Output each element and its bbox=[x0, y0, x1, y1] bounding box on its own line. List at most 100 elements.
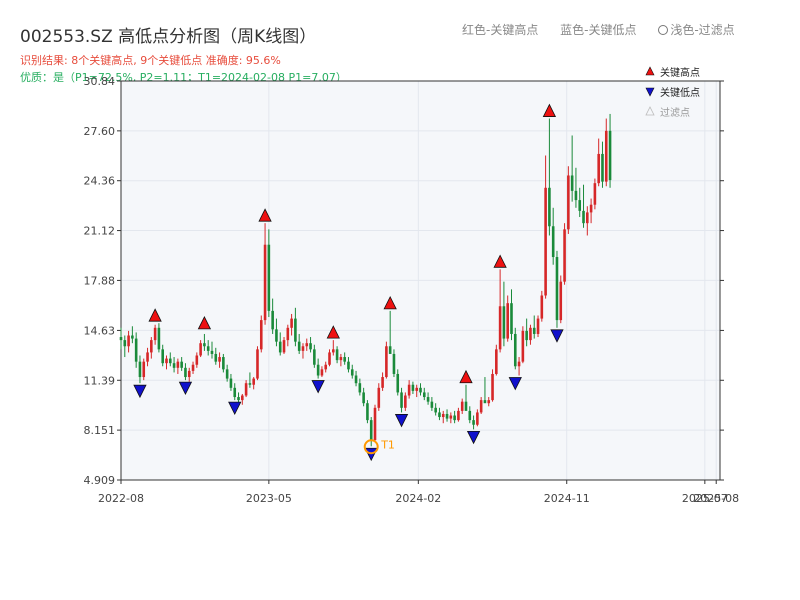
candle bbox=[430, 397, 434, 411]
candle-body bbox=[233, 387, 237, 398]
candle-body bbox=[142, 361, 146, 378]
candle bbox=[601, 141, 604, 188]
candle bbox=[426, 392, 430, 405]
legend-high-text: 红色-关键高点 bbox=[462, 23, 539, 37]
candle bbox=[214, 347, 218, 365]
candle bbox=[146, 347, 149, 367]
candle bbox=[415, 384, 419, 398]
candle-body bbox=[487, 400, 491, 404]
candle bbox=[495, 344, 498, 376]
candle-body bbox=[294, 318, 297, 342]
candle bbox=[544, 155, 547, 299]
candle-body bbox=[377, 387, 381, 408]
candle bbox=[483, 377, 487, 404]
candle-body bbox=[464, 401, 468, 411]
candle-body bbox=[324, 364, 328, 370]
candle bbox=[532, 315, 536, 339]
result-summary: 识别结果: 8个关键高点, 9个关键低点 准确度: 95.6% bbox=[20, 54, 281, 67]
candle-body bbox=[191, 364, 195, 371]
candle-body bbox=[476, 412, 479, 425]
candle-body bbox=[172, 363, 176, 368]
candle-body bbox=[578, 200, 582, 211]
candle bbox=[487, 397, 491, 407]
candle bbox=[411, 381, 415, 394]
key-high-marker bbox=[148, 308, 162, 322]
candle-body bbox=[574, 190, 578, 201]
candle bbox=[593, 178, 597, 210]
candle-body bbox=[388, 346, 392, 354]
color-legend: 红色-关键高点 蓝色-关键低点 浅色-过滤点 bbox=[462, 21, 753, 38]
candle bbox=[301, 343, 305, 359]
candle bbox=[282, 337, 286, 354]
candle-body bbox=[267, 244, 271, 311]
candle-body bbox=[278, 341, 282, 353]
candle-body bbox=[157, 327, 161, 350]
candle-body bbox=[570, 175, 574, 191]
candle bbox=[434, 403, 437, 416]
candle-body bbox=[548, 187, 551, 227]
key-high-marker bbox=[258, 208, 272, 222]
y-tick-label: 4.909 bbox=[84, 474, 116, 487]
candle bbox=[161, 344, 165, 367]
candle bbox=[358, 378, 362, 396]
candle bbox=[305, 338, 309, 351]
candle bbox=[396, 369, 400, 396]
candle-body bbox=[385, 346, 388, 378]
candle bbox=[563, 223, 566, 285]
candle bbox=[267, 229, 271, 318]
key-high-marker bbox=[197, 315, 212, 330]
candle-body bbox=[131, 335, 134, 339]
candle bbox=[218, 352, 221, 368]
candle-body bbox=[366, 403, 369, 421]
candle-body bbox=[347, 361, 350, 370]
candle-body bbox=[354, 375, 358, 384]
candle-body bbox=[282, 340, 286, 353]
candle-body bbox=[525, 330, 528, 341]
y-tick-label: 24.36 bbox=[84, 175, 116, 188]
candle-body bbox=[362, 392, 365, 404]
candle bbox=[328, 349, 331, 367]
candle bbox=[316, 358, 320, 379]
x-tick-label: 2023-05 bbox=[246, 492, 292, 505]
candle-body bbox=[502, 306, 506, 339]
candle-body bbox=[604, 130, 608, 182]
candle bbox=[191, 361, 195, 374]
y-tick-label: 30.84 bbox=[84, 75, 116, 88]
candle-body bbox=[513, 333, 517, 367]
candle-body bbox=[472, 420, 475, 425]
candle-body bbox=[532, 327, 536, 334]
candle bbox=[381, 372, 384, 391]
candle-body bbox=[316, 364, 320, 376]
key-low-marker bbox=[466, 430, 481, 445]
t1-label: T1 bbox=[380, 439, 395, 452]
candle bbox=[407, 380, 411, 399]
candle bbox=[225, 364, 229, 382]
candle bbox=[525, 318, 528, 347]
candle-body bbox=[544, 187, 547, 296]
candle-body bbox=[203, 343, 206, 347]
candle bbox=[608, 113, 612, 188]
candle bbox=[578, 187, 582, 218]
legend-filtered-text: 浅色-过滤点 bbox=[670, 23, 735, 37]
candle bbox=[203, 333, 206, 351]
candle bbox=[574, 167, 578, 208]
candle-body bbox=[214, 353, 218, 362]
candle bbox=[369, 417, 373, 447]
candle bbox=[176, 358, 180, 374]
y-tick-label: 14.63 bbox=[84, 324, 116, 337]
key-high-marker bbox=[383, 295, 397, 310]
candle-body bbox=[180, 361, 183, 368]
candle bbox=[441, 410, 445, 424]
candle-body bbox=[150, 340, 153, 353]
candle-body bbox=[434, 407, 437, 413]
candle-body bbox=[271, 310, 274, 330]
candle-body bbox=[369, 420, 373, 441]
candle bbox=[324, 361, 328, 373]
candle bbox=[517, 357, 521, 376]
candle-body bbox=[184, 367, 187, 378]
candle bbox=[404, 392, 407, 411]
legend-filtered: 浅色-过滤点 bbox=[658, 23, 735, 37]
candle bbox=[551, 207, 555, 265]
